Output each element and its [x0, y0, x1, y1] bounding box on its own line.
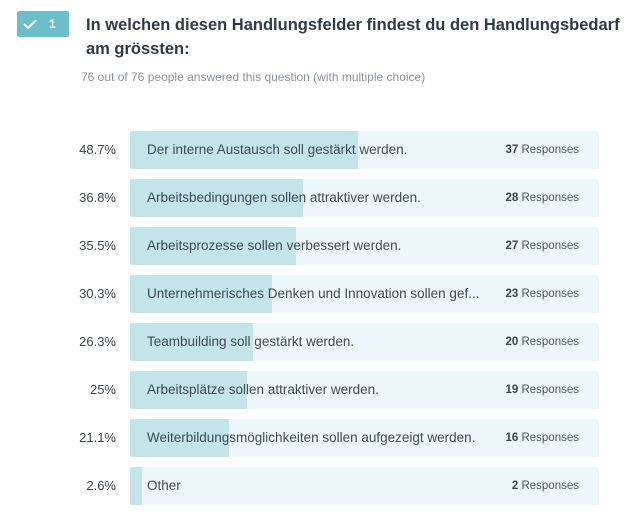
answer-bar-track: Arbeitsplätze sollen attraktiver werden.…: [130, 371, 599, 409]
response-count: 37: [505, 144, 519, 156]
question-badge: 1: [17, 11, 69, 37]
answer-bar-fill: [130, 275, 272, 313]
answer-percent: 2.6%: [86, 478, 116, 493]
answer-bar-fill: [130, 467, 142, 505]
answer-responses: 28 Responses: [505, 179, 579, 217]
response-count: 19: [505, 384, 519, 396]
response-count: 20: [505, 336, 519, 348]
response-count: 27: [505, 240, 519, 252]
answer-label: Arbeitsbedingungen sollen attraktiver we…: [147, 190, 421, 205]
response-count: 16: [505, 432, 519, 444]
answer-bar-fill: [130, 227, 296, 265]
answer-row: 48.7% Der interne Austausch soll gestärkt…: [0, 131, 637, 169]
answer-bar-track: Arbeitsprozesse sollen verbessert werden…: [130, 227, 599, 265]
answer-bar-track: Unternehmerisches Denken und Innovation …: [130, 275, 599, 313]
answer-responses: 27 Responses: [505, 227, 579, 265]
responses-label: Responses: [521, 144, 579, 156]
answer-percent: 36.8%: [79, 190, 116, 205]
answer-bar-track: Other 2 Responses: [130, 467, 599, 505]
answer-row: 26.3% Teambuilding soll gestärkt werden. 2…: [0, 323, 637, 361]
responses-label: Responses: [521, 384, 579, 396]
answer-bar-track: Weiterbildungsmöglichkeiten sollen aufge…: [130, 419, 599, 457]
answer-percent: 25%: [89, 382, 116, 397]
answer-responses: 19 Responses: [505, 371, 579, 409]
answer-label: Arbeitsplätze sollen attraktiver werden.: [147, 382, 379, 397]
answer-label: Weiterbildungsmöglichkeiten sollen aufge…: [147, 430, 476, 445]
answer-percent: 26.3%: [79, 334, 116, 349]
answer-percent: 48.7%: [79, 142, 116, 157]
answer-percent: 35.5%: [79, 238, 116, 253]
answer-row: 35.5% Arbeitsprozesse sollen verbessert w…: [0, 227, 637, 265]
responses-label: Responses: [521, 240, 579, 252]
answer-row: 30.3% Unternehmerisches Denken und Innova…: [0, 275, 637, 313]
answer-label: Der interne Austausch soll gestärkt werd…: [147, 142, 408, 157]
answer-bar-fill: [130, 323, 253, 361]
answer-row: 2.6% Other 2 Responses: [0, 467, 637, 505]
check-icon: [17, 11, 43, 37]
answer-bar-fill: [130, 371, 247, 409]
response-count: 28: [505, 192, 519, 204]
answer-bar-fill: [130, 419, 229, 457]
question-title: In welchen diesen Handlungsfelder findes…: [86, 16, 620, 58]
answer-label: Unternehmerisches Denken und Innovation …: [147, 286, 480, 301]
responses-label: Responses: [521, 336, 579, 348]
answer-label: Arbeitsprozesse sollen verbessert werden…: [147, 238, 402, 253]
answer-bar-fill: [130, 131, 358, 169]
answer-label: Teambuilding soll gestärkt werden.: [147, 334, 355, 349]
responses-label: Responses: [521, 432, 579, 444]
answer-responses: 20 Responses: [505, 323, 579, 361]
answer-responses: 23 Responses: [505, 275, 579, 313]
responses-label: Responses: [521, 192, 579, 204]
response-count: 23: [505, 288, 519, 300]
question-meta: 76 out of 76 people answered this questi…: [81, 70, 426, 84]
answer-responses: 37 Responses: [505, 131, 579, 169]
answer-bar-track: Teambuilding soll gestärkt werden. 20 Res…: [130, 323, 599, 361]
answer-bar-track: Arbeitsbedingungen sollen attraktiver we…: [130, 179, 599, 217]
answer-bar-track: Der interne Austausch soll gestärkt werd…: [130, 131, 599, 169]
answer-bar-fill: [130, 179, 303, 217]
answer-row: 21.1% Weiterbildungsmöglichkeiten sollen …: [0, 419, 637, 457]
answer-responses: 2 Responses: [512, 467, 579, 505]
answer-row: 25% Arbeitsplätze sollen attraktiver werd…: [0, 371, 637, 409]
response-count: 2: [511, 480, 519, 492]
question-number: 1: [49, 17, 56, 31]
responses-label: Responses: [521, 480, 579, 492]
answer-responses: 16 Responses: [505, 419, 579, 457]
answer-label: Other: [147, 478, 181, 493]
responses-label: Responses: [521, 288, 579, 300]
answer-percent: 30.3%: [79, 286, 116, 301]
answer-percent: 21.1%: [79, 430, 116, 445]
answer-row: 36.8% Arbeitsbedingungen sollen attraktiv…: [0, 179, 637, 217]
